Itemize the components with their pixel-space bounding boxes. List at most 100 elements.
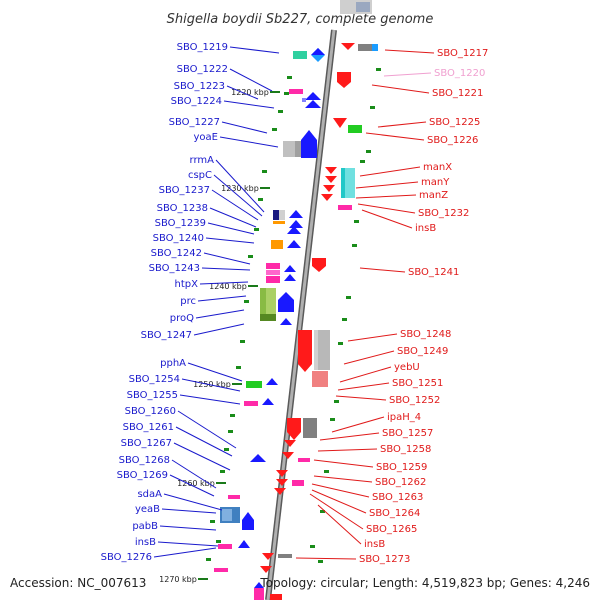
kbp-scale: 1220 kbp 1230 kbp 1240 kbp 1250 kbp 1260 kbp… — [159, 88, 280, 584]
left-gene-label[interactable]: pphA — [160, 358, 186, 369]
right-leader-line — [383, 72, 432, 77]
left-leader-line — [169, 474, 215, 497]
right-gene-label[interactable]: SBO_1241 — [408, 267, 459, 278]
left-gene-label[interactable]: SBO_1219 — [177, 42, 228, 53]
left-gene-label[interactable]: yeaB — [135, 504, 160, 515]
chromosome-backbone — [265, 29, 337, 600]
gene-features — [214, 43, 378, 600]
small-gene-mark — [284, 92, 289, 95]
left-gene-label[interactable]: cspC — [188, 170, 212, 181]
left-leader-line — [175, 426, 233, 457]
left-gene-label[interactable]: SBO_1254 — [129, 374, 180, 385]
left-gene-label[interactable]: yoaE — [194, 132, 218, 143]
right-gene-label[interactable]: SBO_1225 — [429, 117, 480, 128]
left-gene-labels: SBO_1219 SBO_1222 SBO_1223 SBO_1224 SBO_1227… — [101, 42, 228, 563]
right-leader-line — [359, 166, 421, 177]
right-leader-line — [313, 459, 374, 468]
kbp-tick-label: 1220 kbp — [231, 88, 269, 97]
small-gene-mark — [376, 68, 381, 71]
left-gene-label[interactable]: SBO_1222 — [177, 64, 228, 75]
right-gene-label[interactable]: SBO_1221 — [432, 88, 483, 99]
right-gene-label[interactable]: manX — [423, 162, 452, 173]
left-gene-label[interactable]: proQ — [170, 313, 194, 324]
right-gene-label[interactable]: SBO_1251 — [392, 378, 443, 389]
left-leader-line — [229, 68, 273, 92]
left-leader-line — [173, 442, 231, 471]
small-gene-mark — [334, 400, 339, 403]
left-gene-label[interactable]: rrmA — [190, 155, 215, 166]
right-gene-label[interactable]: SBO_1259 — [376, 462, 427, 473]
left-leader-line — [193, 323, 245, 336]
left-leader-line — [213, 174, 263, 217]
right-gene-label[interactable]: SBO_1258 — [380, 444, 431, 455]
right-leader-line — [337, 382, 390, 391]
right-gene-label[interactable]: ipaH_4 — [387, 412, 421, 423]
right-leader-line — [317, 448, 378, 452]
left-gene-label[interactable]: insB — [135, 537, 156, 548]
right-gene-labels: SBO_1217 SBO_1220 SBO_1221 SBO_1225 SBO_1226… — [359, 48, 488, 565]
small-gene-mark — [210, 520, 215, 523]
right-leader-line — [361, 209, 413, 229]
right-gene-label[interactable]: SBO_1226 — [427, 135, 478, 146]
left-gene-label[interactable]: SBO_1267 — [121, 438, 172, 449]
left-gene-label[interactable]: SBO_1255 — [127, 390, 178, 401]
right-gene-label[interactable]: SBO_1263 — [372, 492, 423, 503]
small-gene-mark — [206, 558, 211, 561]
left-gene-label[interactable]: pabB — [132, 521, 158, 532]
left-gene-label[interactable]: SBO_1237 — [159, 185, 210, 196]
left-gene-label[interactable]: SBO_1238 — [157, 203, 208, 214]
right-gene-label[interactable]: SBO_1265 — [366, 524, 417, 535]
right-gene-label[interactable]: SBO_1262 — [375, 477, 426, 488]
left-gene-label[interactable]: SBO_1242 — [151, 248, 202, 259]
right-gene-label[interactable]: SBO_1249 — [397, 346, 448, 357]
right-gene-label[interactable]: yebU — [394, 362, 420, 373]
left-gene-label[interactable]: SBO_1268 — [119, 455, 170, 466]
left-gene-label[interactable]: htpX — [175, 279, 199, 290]
left-gene-label[interactable]: SBO_1223 — [174, 81, 225, 92]
right-gene-label[interactable]: manY — [421, 177, 450, 188]
left-gene-label[interactable]: SBO_1269 — [117, 470, 168, 481]
left-gene-label[interactable]: SBO_1260 — [125, 406, 176, 417]
left-leader-line — [181, 378, 241, 392]
small-gene-mark — [324, 470, 329, 473]
small-gene-mark — [220, 470, 225, 473]
left-leader-line — [207, 222, 255, 235]
right-gene-label[interactable]: insB — [364, 539, 385, 550]
left-gene-label[interactable]: SBO_1240 — [153, 233, 204, 244]
left-leader-line — [223, 100, 275, 109]
small-gene-mark — [354, 220, 359, 223]
kbp-tick-label: 1270 kbp — [159, 575, 197, 584]
kbp-tick-label: 1260 kbp — [177, 479, 215, 488]
left-gene-label[interactable]: SBO_1276 — [101, 552, 152, 563]
left-leader-line — [157, 541, 219, 547]
left-gene-label[interactable]: SBO_1239 — [155, 218, 206, 229]
right-gene-label[interactable]: insB — [415, 223, 436, 234]
left-gene-label[interactable]: SBO_1227 — [169, 117, 220, 128]
left-gene-label[interactable]: prc — [180, 296, 196, 307]
left-gene-label[interactable]: SBO_1261 — [123, 422, 174, 433]
left-leader-line — [179, 394, 241, 405]
small-gene-mark — [287, 76, 292, 79]
left-gene-label[interactable]: sdaA — [137, 489, 162, 500]
left-gene-label[interactable]: SBO_1224 — [171, 96, 222, 107]
left-gene-label[interactable]: SBO_1247 — [141, 330, 192, 341]
right-gene-label[interactable]: manZ — [419, 190, 448, 201]
right-gene-label[interactable]: SBO_1273 — [359, 554, 410, 565]
right-leader-line — [343, 350, 395, 365]
small-gene-mark — [310, 545, 315, 548]
right-gene-label[interactable]: SBO_1232 — [418, 208, 469, 219]
small-gene-mark — [320, 510, 325, 513]
right-gene-label[interactable]: SBO_1220 — [434, 68, 485, 79]
left-leader-line — [187, 362, 243, 382]
topology-label: Topology: circular; Length: 4,519,823 bp… — [259, 576, 590, 590]
right-gene-label[interactable]: SBO_1264 — [369, 508, 420, 519]
right-gene-label[interactable]: SBO_1217 — [437, 48, 488, 59]
right-leader-line — [355, 181, 419, 189]
small-gene-mark — [278, 110, 283, 113]
right-gene-label[interactable]: SBO_1252 — [389, 395, 440, 406]
small-gene-mark — [346, 296, 351, 299]
right-gene-label[interactable]: SBO_1257 — [382, 428, 433, 439]
left-gene-label[interactable]: SBO_1243 — [149, 263, 200, 274]
right-leader-line — [313, 475, 373, 483]
right-gene-label[interactable]: SBO_1248 — [400, 329, 451, 340]
